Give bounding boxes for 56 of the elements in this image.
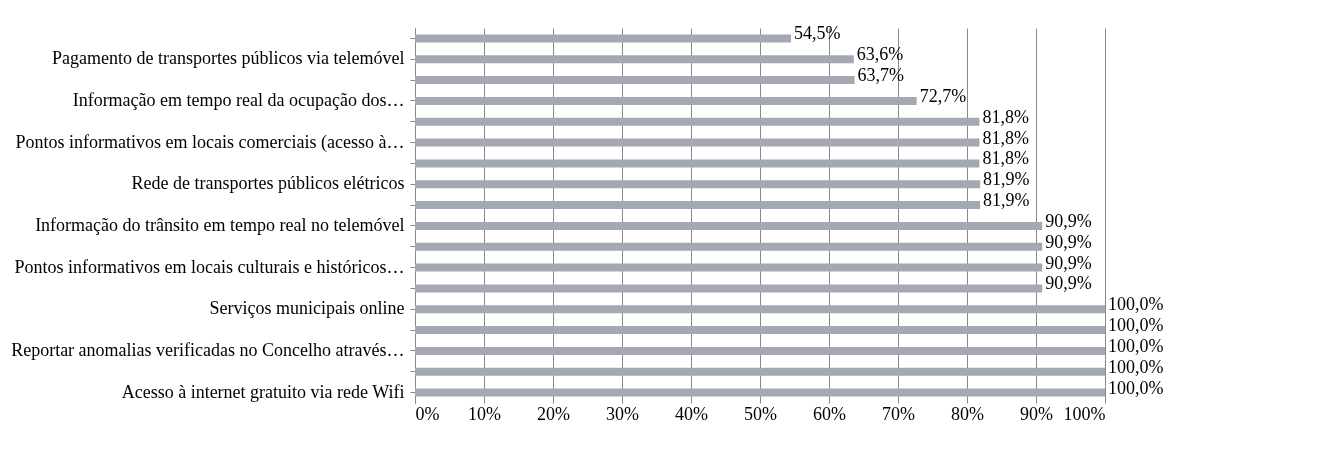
y-tick-label: Serviços municipais online	[209, 298, 405, 319]
bar	[415, 55, 854, 64]
bar	[415, 305, 1105, 314]
bar	[415, 346, 1105, 355]
y-tick-label: Pontos informativos em locais comerciais (acesso à…	[15, 131, 405, 153]
data-label: 100,0%	[1108, 315, 1164, 336]
y-tick-label: Informação em tempo real da ocupação dos…	[72, 89, 405, 110]
x-tick-label: 30%	[606, 403, 639, 424]
data-label: 72,7%	[919, 85, 967, 106]
x-tick-label: 60%	[813, 403, 846, 424]
bar	[415, 138, 980, 147]
x-tick-label: 20%	[537, 403, 570, 424]
x-tick-label: 0%	[415, 403, 440, 424]
bar	[415, 201, 981, 210]
data-label: 81,8%	[982, 148, 1029, 169]
x-tick-label: 90%	[1020, 403, 1053, 424]
data-label: 100,0%	[1108, 294, 1164, 315]
x-tick-label: 10%	[468, 403, 501, 424]
bar	[415, 242, 1043, 251]
x-tick-label: 50%	[744, 403, 777, 424]
bar	[415, 388, 1105, 397]
y-tick-label: Pagamento de transportes públicos via telemóvel	[52, 48, 405, 69]
bar	[415, 76, 855, 85]
data-label: 54,5%	[794, 23, 841, 44]
bar	[415, 326, 1105, 335]
y-tick-label: Acesso à internet gratuito via rede Wifi	[121, 381, 405, 402]
data-label: 81,9%	[983, 190, 1030, 211]
y-tick-label: Rede de transportes públicos elétricos	[131, 173, 405, 194]
y-tick-label: Pontos informativos em locais culturais e históricos…	[14, 256, 405, 277]
data-label: 81,9%	[983, 169, 1030, 190]
x-tick-label: 80%	[951, 403, 984, 424]
data-label: 100,0%	[1108, 335, 1164, 356]
bar	[415, 180, 981, 189]
bar	[415, 96, 917, 105]
bar	[415, 34, 792, 43]
y-tick-label: Informação do trânsito em tempo real no telemóvel	[35, 214, 405, 235]
bar	[415, 263, 1043, 272]
bar	[415, 284, 1043, 293]
x-tick-label: 100%	[1063, 403, 1106, 424]
data-label: 90,9%	[1045, 210, 1092, 231]
data-label: 90,9%	[1045, 231, 1092, 252]
y-tick-label: Reportar anomalias verificadas no Concelho através…	[11, 339, 405, 360]
data-label: 90,9%	[1045, 273, 1092, 294]
x-tick-label: 70%	[882, 403, 915, 424]
data-label: 63,6%	[856, 44, 904, 65]
data-label: 81,8%	[982, 106, 1029, 127]
data-label: 100,0%	[1108, 377, 1164, 398]
data-label: 90,9%	[1045, 252, 1092, 273]
bar	[415, 159, 980, 168]
data-label: 100,0%	[1108, 356, 1164, 377]
data-label: 63,7%	[857, 65, 905, 86]
x-tick-label: 40%	[675, 403, 708, 424]
bar	[415, 367, 1105, 376]
data-label: 81,8%	[982, 127, 1029, 148]
bar	[415, 117, 980, 126]
bar	[415, 221, 1043, 230]
